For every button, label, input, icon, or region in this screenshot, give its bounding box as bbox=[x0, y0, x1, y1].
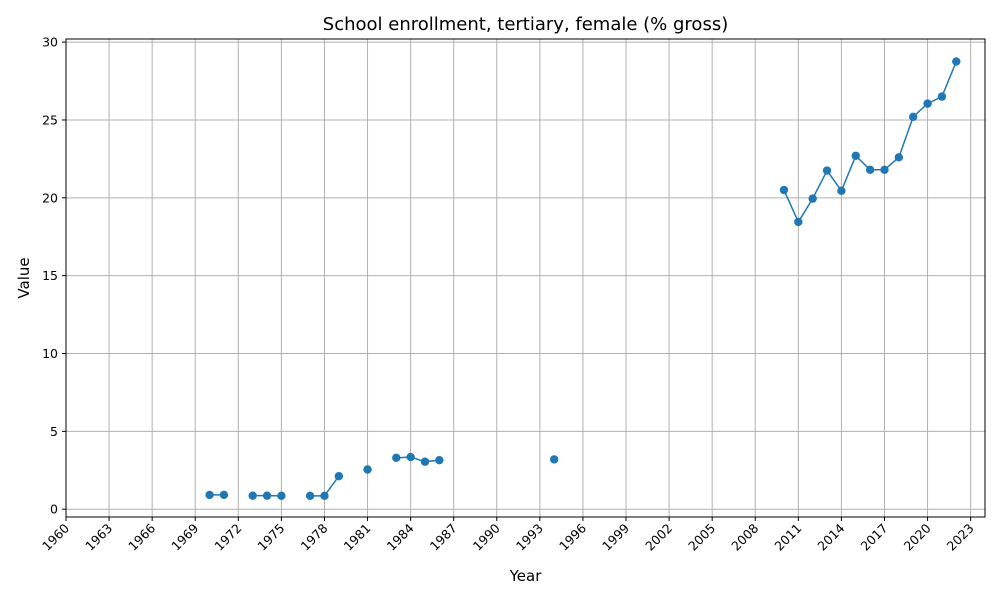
data-point bbox=[808, 194, 817, 203]
grid bbox=[65, 39, 985, 517]
data-point bbox=[305, 491, 315, 501]
data-point bbox=[392, 453, 401, 463]
plot-frame bbox=[65, 38, 986, 518]
y-tick-label: 30 bbox=[42, 35, 58, 50]
data-point bbox=[837, 186, 846, 196]
data-point bbox=[406, 452, 415, 462]
data-point bbox=[894, 153, 904, 162]
data-point bbox=[923, 99, 932, 108]
data-point bbox=[779, 185, 789, 195]
data-point bbox=[363, 465, 372, 474]
data-point bbox=[334, 472, 344, 481]
data-point bbox=[880, 165, 889, 174]
x-axis-label: Year bbox=[509, 567, 543, 585]
data-point bbox=[550, 455, 559, 464]
data-point bbox=[909, 112, 918, 122]
data-point bbox=[277, 491, 286, 501]
y-tick-label: 20 bbox=[42, 190, 58, 205]
data-point bbox=[248, 491, 257, 500]
data-point bbox=[219, 490, 229, 500]
data-point bbox=[262, 491, 272, 500]
y-tick-label: 10 bbox=[42, 346, 58, 361]
y-tick-label: 5 bbox=[50, 424, 58, 439]
chart-title: School enrollment, tertiary, female (% g… bbox=[323, 14, 728, 35]
data-point bbox=[420, 457, 430, 466]
y-tick-label: 15 bbox=[42, 268, 58, 283]
series-markers bbox=[205, 57, 961, 501]
data-point bbox=[320, 491, 329, 501]
data-point bbox=[851, 151, 860, 160]
y-axis-label: Value bbox=[15, 257, 33, 298]
data-point bbox=[865, 165, 875, 174]
y-axis-ticks: 0 5 10 15 20 25 30 bbox=[42, 35, 66, 517]
data-point bbox=[952, 57, 961, 66]
series-line-segment bbox=[396, 456, 440, 463]
data-point bbox=[937, 92, 947, 101]
data-point bbox=[822, 166, 832, 175]
data-point bbox=[794, 217, 803, 227]
y-tick-label: 0 bbox=[50, 502, 58, 517]
y-tick-label: 25 bbox=[42, 112, 58, 127]
data-point bbox=[435, 455, 444, 465]
data-point bbox=[205, 490, 214, 500]
